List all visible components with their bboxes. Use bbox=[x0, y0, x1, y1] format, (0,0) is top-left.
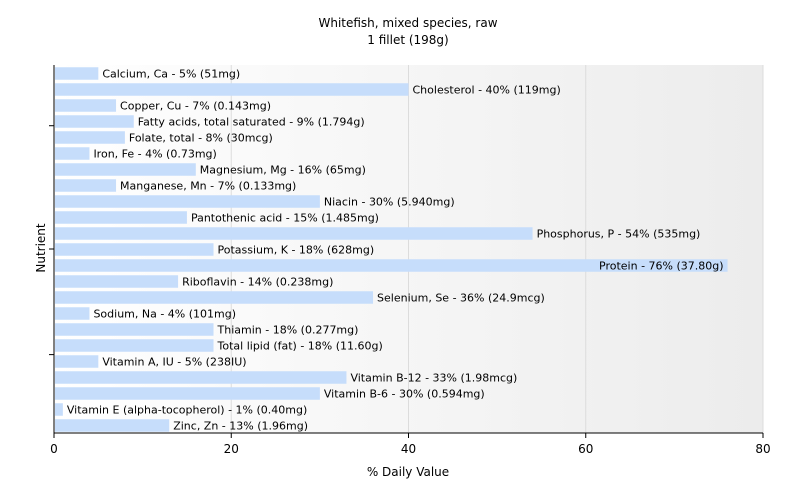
bar bbox=[55, 387, 320, 400]
bar bbox=[55, 307, 90, 320]
x-tick-label: 80 bbox=[755, 442, 770, 456]
bar bbox=[55, 291, 374, 304]
bar-label: Thiamin - 18% (0.277mg) bbox=[217, 324, 359, 337]
bar-label: Riboflavin - 14% (0.238mg) bbox=[182, 276, 333, 289]
bar bbox=[55, 243, 214, 256]
bar bbox=[55, 179, 117, 192]
bar bbox=[55, 259, 728, 272]
bar-label: Potassium, K - 18% (628mg) bbox=[218, 244, 375, 257]
bar bbox=[55, 403, 63, 416]
bar-label: Copper, Cu - 7% (0.143mg) bbox=[120, 100, 271, 113]
bar-label: Protein - 76% (37.80g) bbox=[599, 260, 724, 273]
bar bbox=[55, 419, 170, 432]
chart-subtitle: 1 fillet (198g) bbox=[367, 33, 448, 47]
y-axis-label: Nutrient bbox=[34, 223, 48, 273]
bar-label: Niacin - 30% (5.940mg) bbox=[324, 196, 455, 209]
bar bbox=[55, 83, 409, 96]
bar-label: Calcium, Ca - 5% (51mg) bbox=[102, 68, 240, 81]
bar bbox=[55, 339, 214, 352]
x-tick-label: 20 bbox=[224, 442, 239, 456]
bar-label: Folate, total - 8% (30mcg) bbox=[129, 132, 273, 145]
bar-label: Selenium, Se - 36% (24.9mcg) bbox=[377, 292, 545, 305]
bar bbox=[55, 275, 179, 288]
bar-label: Magnesium, Mg - 16% (65mg) bbox=[200, 164, 366, 177]
bar bbox=[55, 195, 320, 208]
bar-label: Vitamin E (alpha-tocopherol) - 1% (0.40m… bbox=[67, 404, 307, 417]
bar-label: Iron, Fe - 4% (0.73mg) bbox=[93, 148, 216, 161]
x-tick-label: 60 bbox=[578, 442, 593, 456]
bar-label: Vitamin B-6 - 30% (0.594mg) bbox=[324, 388, 485, 401]
bar-label: Zinc, Zn - 13% (1.96mg) bbox=[173, 420, 308, 433]
bar bbox=[55, 371, 347, 384]
bar-label: Vitamin B-12 - 33% (1.98mcg) bbox=[350, 372, 517, 385]
bars: Calcium, Ca - 5% (51mg) Cholesterol - 40%… bbox=[55, 67, 728, 433]
bar-label: Total lipid (fat) - 18% (11.60g) bbox=[217, 340, 383, 353]
x-tick-label: 40 bbox=[401, 442, 416, 456]
bar bbox=[55, 131, 125, 144]
bar bbox=[55, 67, 99, 80]
x-tick-label: 0 bbox=[50, 442, 58, 456]
bar bbox=[55, 99, 117, 112]
bar-label: Fatty acids, total saturated - 9% (1.794… bbox=[138, 116, 365, 129]
bar bbox=[55, 211, 187, 224]
bar-label: Sodium, Na - 4% (101mg) bbox=[93, 308, 236, 321]
bar-label: Pantothenic acid - 15% (1.485mg) bbox=[191, 212, 379, 225]
bar-label: Vitamin A, IU - 5% (238IU) bbox=[102, 356, 246, 369]
bar bbox=[55, 323, 214, 336]
bar bbox=[55, 227, 533, 240]
chart-title: Whitefish, mixed species, raw bbox=[318, 16, 497, 30]
bar-label: Phosphorus, P - 54% (535mg) bbox=[537, 228, 701, 241]
bar bbox=[55, 147, 90, 160]
x-axis-label: % Daily Value bbox=[367, 465, 449, 479]
bar bbox=[55, 163, 196, 176]
bar bbox=[55, 115, 134, 128]
bar-label: Manganese, Mn - 7% (0.133mg) bbox=[120, 180, 296, 193]
bar bbox=[55, 355, 99, 368]
bar-label: Cholesterol - 40% (119mg) bbox=[413, 84, 561, 97]
axes: 0 20 40 60 80 bbox=[49, 65, 771, 456]
